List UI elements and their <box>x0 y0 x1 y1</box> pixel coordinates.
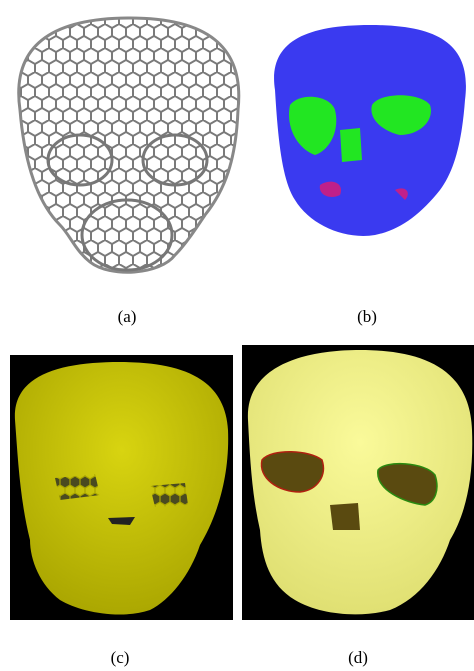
caption: (c) <box>111 648 130 667</box>
panel-d <box>242 345 474 620</box>
caption: (a) <box>118 307 137 326</box>
skull-wireframe <box>17 16 241 274</box>
panel-b <box>274 25 466 236</box>
skull-colored <box>274 25 466 236</box>
skull-yellow <box>14 362 229 615</box>
caption: (b) <box>357 307 377 326</box>
skull-pale <box>247 350 473 615</box>
panel-c <box>10 355 233 620</box>
caption: (d) <box>348 648 368 667</box>
panel-a <box>17 16 241 274</box>
